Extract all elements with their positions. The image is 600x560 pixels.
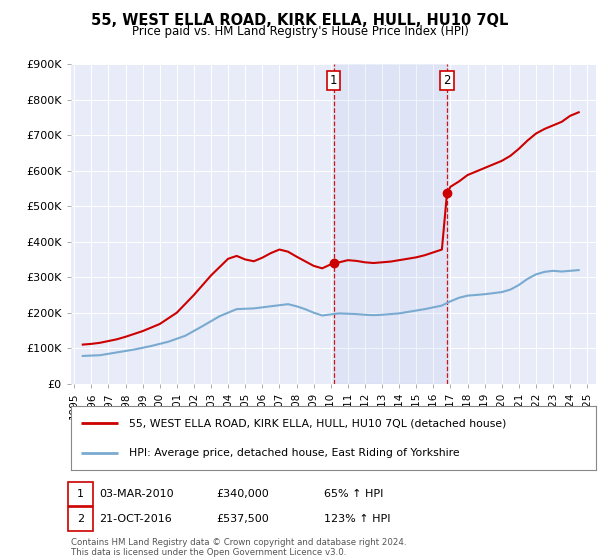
Text: 65% ↑ HPI: 65% ↑ HPI	[324, 489, 383, 499]
Text: £340,000: £340,000	[216, 489, 269, 499]
Text: HPI: Average price, detached house, East Riding of Yorkshire: HPI: Average price, detached house, East…	[128, 448, 459, 458]
Text: 03-MAR-2010: 03-MAR-2010	[99, 489, 173, 499]
Text: £537,500: £537,500	[216, 514, 269, 524]
Text: 1: 1	[77, 489, 84, 499]
Text: 55, WEST ELLA ROAD, KIRK ELLA, HULL, HU10 7QL: 55, WEST ELLA ROAD, KIRK ELLA, HULL, HU1…	[91, 13, 509, 28]
Text: 123% ↑ HPI: 123% ↑ HPI	[324, 514, 391, 524]
Bar	[334, 64, 447, 384]
Text: 2: 2	[77, 514, 84, 524]
Text: 1: 1	[330, 74, 337, 87]
Text: Contains HM Land Registry data © Crown copyright and database right 2024.
This d: Contains HM Land Registry data © Crown c…	[71, 538, 406, 557]
Text: Price paid vs. HM Land Registry's House Price Index (HPI): Price paid vs. HM Land Registry's House …	[131, 25, 469, 39]
Text: 21-OCT-2016: 21-OCT-2016	[99, 514, 172, 524]
Text: 55, WEST ELLA ROAD, KIRK ELLA, HULL, HU10 7QL (detached house): 55, WEST ELLA ROAD, KIRK ELLA, HULL, HU1…	[128, 418, 506, 428]
Text: 2: 2	[443, 74, 451, 87]
